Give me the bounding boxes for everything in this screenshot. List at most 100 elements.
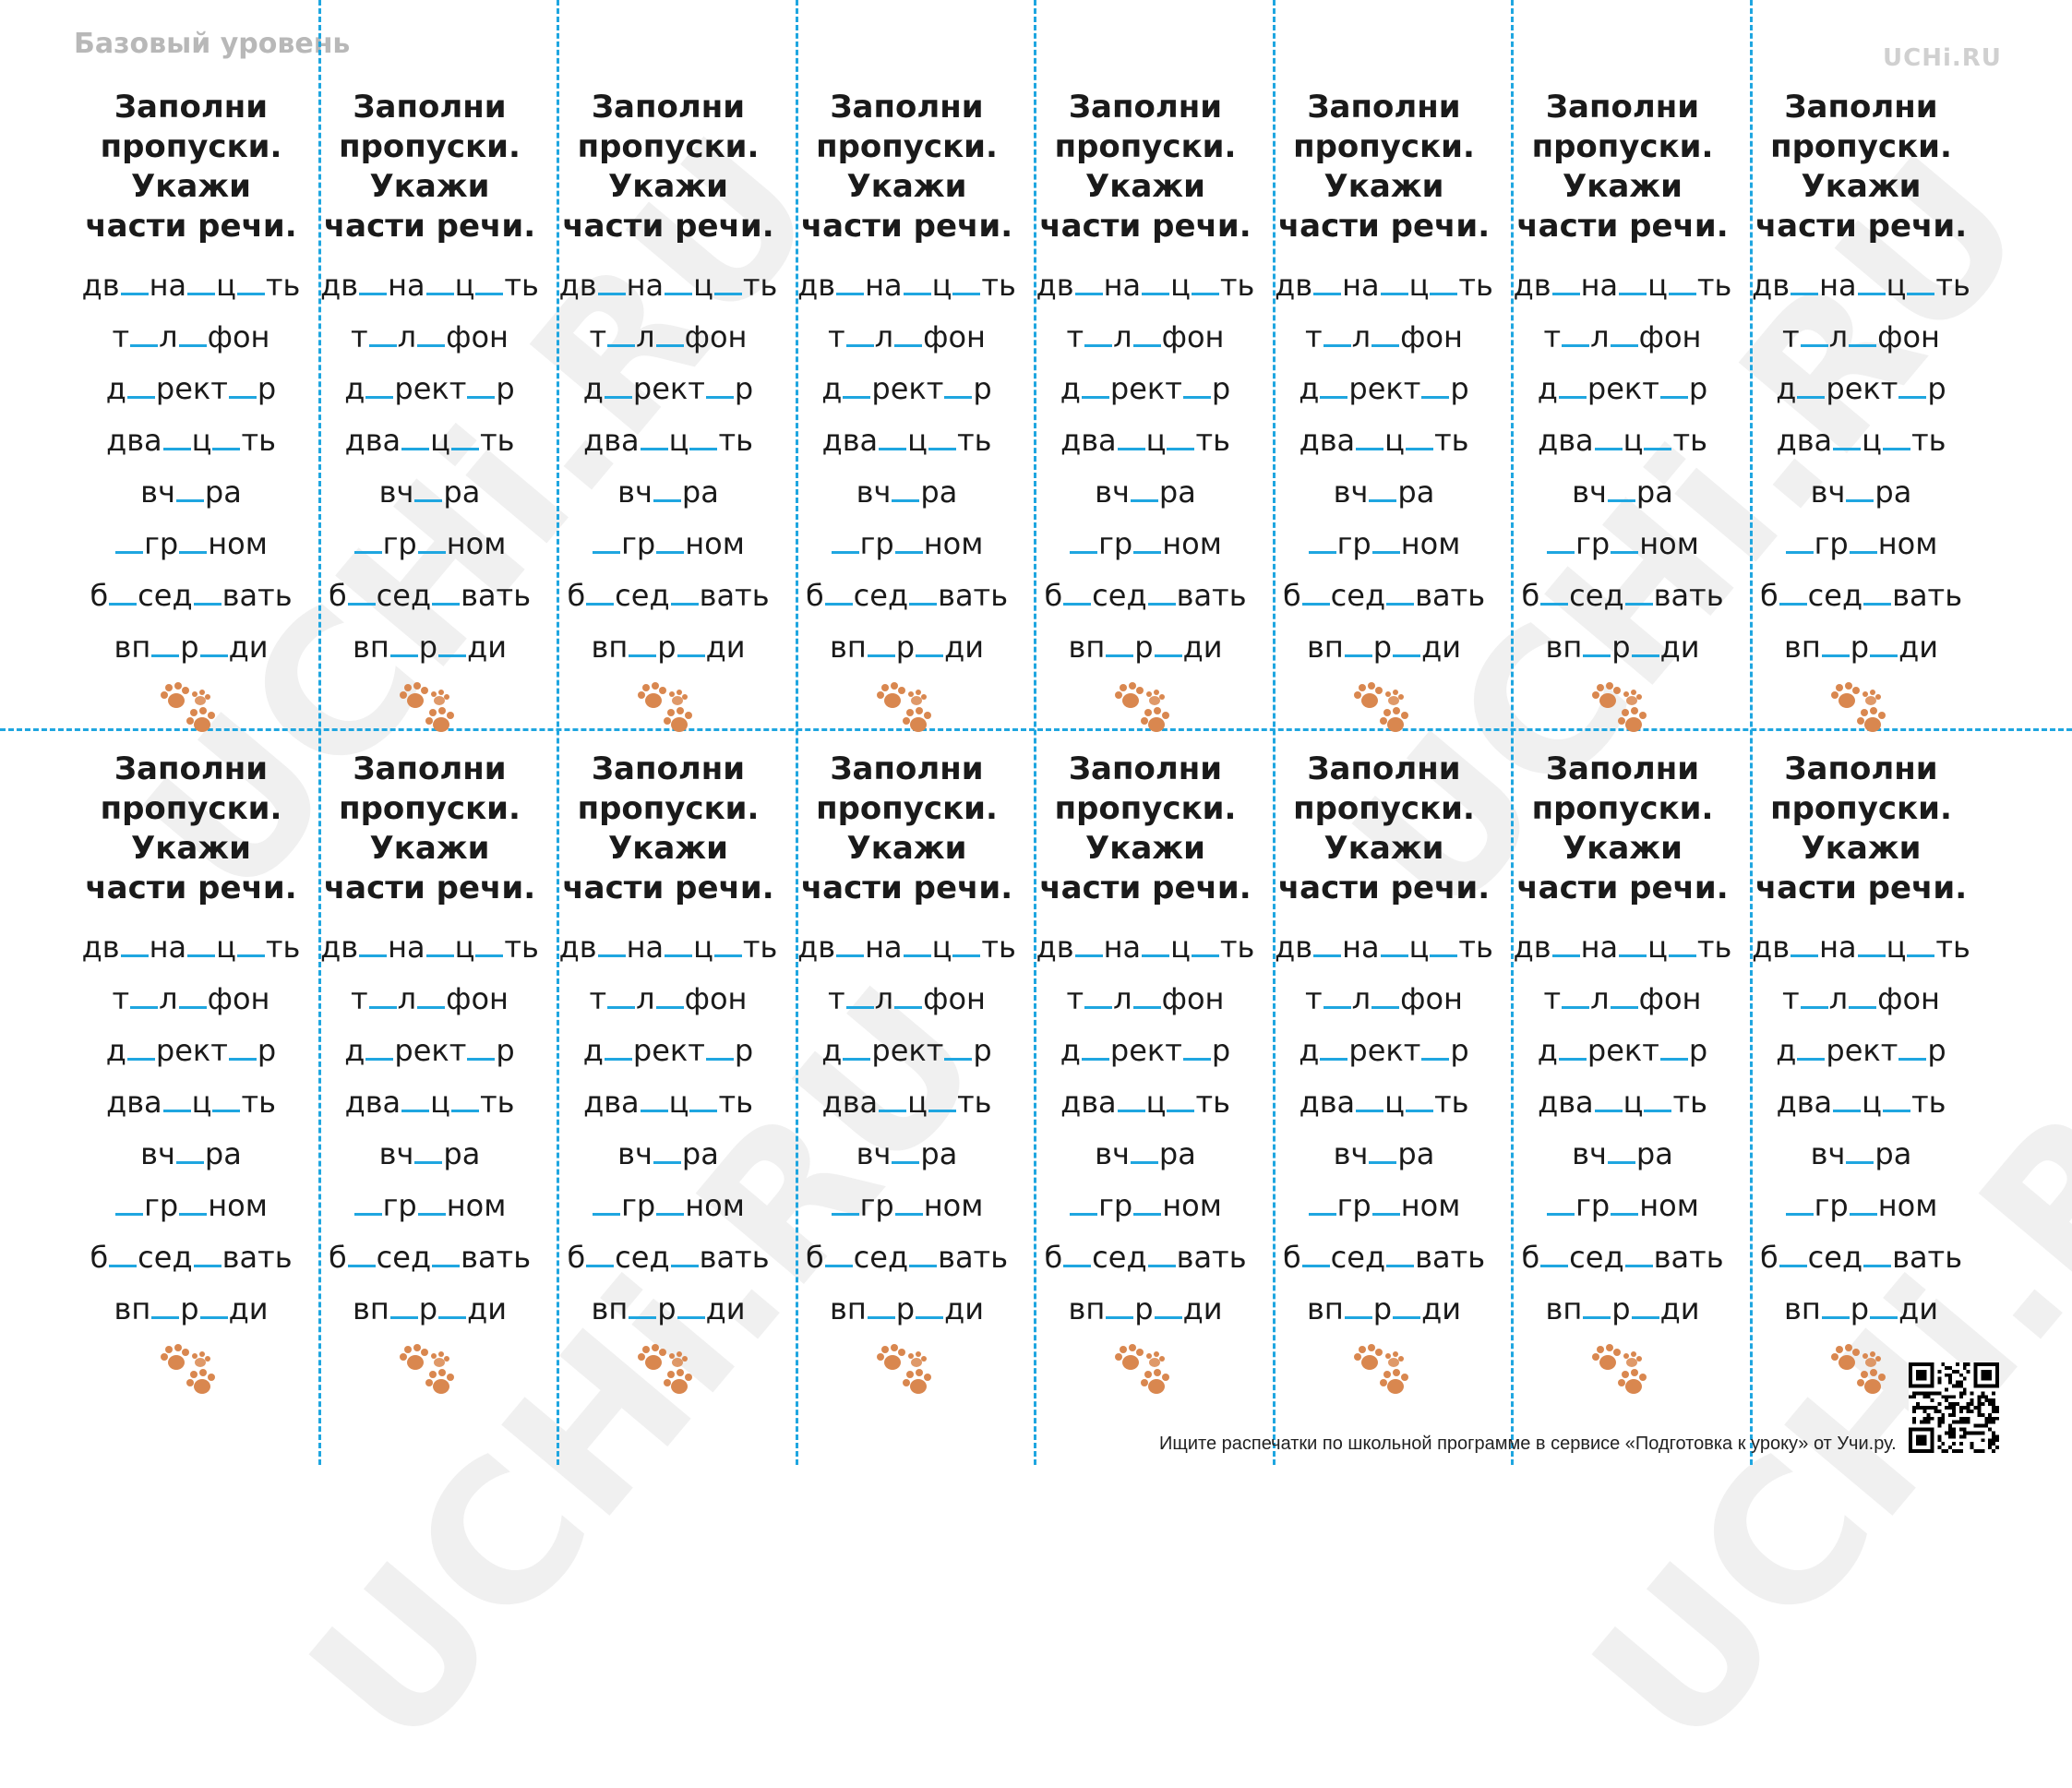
blank-line xyxy=(1547,1187,1575,1216)
blank-line xyxy=(1619,929,1647,957)
word-with-blanks: т л фон xyxy=(1512,973,1733,1025)
word-fragment: ди xyxy=(1659,1291,1700,1326)
word-fragment: вч xyxy=(1333,1136,1369,1171)
word-fragment: р xyxy=(734,371,754,406)
word-fragment: ть xyxy=(1935,930,1970,965)
word-fragment: д xyxy=(1299,371,1320,406)
word-fragment: ном xyxy=(1877,526,1938,561)
cut-line-vertical xyxy=(1750,0,1753,1465)
word-fragment: ном xyxy=(1877,1188,1938,1223)
word-fragment: рект xyxy=(155,1033,228,1068)
word-with-blanks: вч ра xyxy=(319,1128,541,1180)
word-fragment: т xyxy=(828,981,845,1016)
paw-prints-icon xyxy=(1830,1344,1886,1394)
word-fragment: сед xyxy=(1330,578,1386,613)
word-with-blanks: гр ном xyxy=(319,1180,541,1231)
word-fragment: д xyxy=(105,1033,126,1068)
word-fragment: на xyxy=(149,268,187,303)
word-fragment: на xyxy=(1103,268,1142,303)
blank-line xyxy=(653,1135,681,1164)
word-fragment: фон xyxy=(923,319,986,354)
word-fragment: д xyxy=(1299,1033,1320,1068)
word-with-blanks: вп р ди xyxy=(1512,621,1733,673)
blank-line xyxy=(1421,1032,1450,1061)
blank-line xyxy=(894,1187,923,1216)
word-fragment: на xyxy=(1819,268,1857,303)
word-fragment: вать xyxy=(1653,1240,1724,1275)
word-fragment: ра xyxy=(920,474,958,510)
word-with-blanks: д рект р xyxy=(1035,363,1256,414)
word-fragment: дв xyxy=(558,268,597,303)
word-list: дв на ц ть т л фон д рект р два ц ть вч ра гр ном б сед ват… xyxy=(1274,921,1495,1335)
word-fragment: ц xyxy=(454,268,475,303)
word-with-blanks: вч ра xyxy=(1274,1128,1495,1180)
blank-line xyxy=(389,629,418,657)
word-fragment: б xyxy=(328,1240,347,1275)
blank-line xyxy=(1540,577,1569,606)
word-with-blanks: вп р ди xyxy=(1274,621,1495,673)
blank-line xyxy=(1594,1084,1623,1112)
blank-line xyxy=(1308,1187,1336,1216)
word-fragment: на xyxy=(626,930,665,965)
blank-line xyxy=(1846,474,1874,502)
word-with-blanks: гр ном xyxy=(796,1180,1018,1231)
word-list: дв на ц ть т л фон д рект р два ц ть вч ра гр ном б сед ват… xyxy=(1035,921,1256,1335)
word-list: дв на ц ть т л фон д рект р два ц ть вч ра гр ном б сед ват… xyxy=(1512,921,1733,1335)
blank-line xyxy=(353,525,382,554)
blank-line xyxy=(892,1135,920,1164)
word-fragment: ть xyxy=(1458,930,1493,965)
blank-line xyxy=(1583,1290,1611,1319)
blank-line xyxy=(1393,1290,1421,1319)
blank-line xyxy=(1154,1290,1182,1319)
word-fragment: ть xyxy=(1195,423,1230,458)
worksheet-card: Заполни пропуски. Укажи части речи. дв на ц… xyxy=(80,750,302,1403)
word-fragment: л xyxy=(159,981,178,1016)
word-fragment: два xyxy=(1538,423,1594,458)
word-fragment: ть xyxy=(504,268,539,303)
blank-line xyxy=(1785,525,1814,554)
word-fragment: дв xyxy=(1513,268,1551,303)
word-fragment: ди xyxy=(944,1291,984,1326)
word-fragment: рект xyxy=(1109,1033,1182,1068)
word-fragment: ц xyxy=(454,930,475,965)
blank-line xyxy=(928,422,956,450)
word-fragment: р xyxy=(1611,630,1631,665)
word-fragment: сед xyxy=(138,578,193,613)
word-fragment: сед xyxy=(1807,578,1863,613)
word-fragment: ном xyxy=(1400,526,1461,561)
blank-line xyxy=(1882,1084,1910,1112)
word-fragment: на xyxy=(1342,930,1380,965)
worksheet-card: Заполни пропуски. Укажи части речи. дв на ц… xyxy=(1274,88,1495,741)
word-with-blanks: д рект р xyxy=(557,363,779,414)
word-with-blanks: два ц ть xyxy=(1751,1076,1972,1128)
word-fragment: л xyxy=(397,319,417,354)
word-fragment: ра xyxy=(1874,474,1912,510)
word-fragment: р xyxy=(1450,1033,1469,1068)
word-fragment: вать xyxy=(938,1240,1009,1275)
word-fragment: рект xyxy=(1587,1033,1659,1068)
blank-line xyxy=(425,267,454,295)
blank-line xyxy=(1870,1290,1898,1319)
blank-line xyxy=(1323,318,1351,347)
word-fragment: на xyxy=(1103,930,1142,965)
word-fragment: ном xyxy=(208,526,268,561)
blank-line xyxy=(1323,980,1351,1009)
blank-line xyxy=(665,929,693,957)
word-fragment: вп xyxy=(1545,630,1583,665)
word-fragment: рект xyxy=(1587,371,1659,406)
blank-line xyxy=(653,474,681,502)
word-fragment: ц xyxy=(1408,268,1430,303)
word-fragment: л xyxy=(874,981,894,1016)
blank-line xyxy=(1833,422,1862,450)
blank-line xyxy=(689,422,718,450)
blank-line xyxy=(909,1239,938,1267)
word-fragment: б xyxy=(1521,578,1540,613)
word-fragment: вать xyxy=(1176,578,1247,613)
word-fragment: ра xyxy=(1397,1136,1435,1171)
word-with-blanks: вп р ди xyxy=(557,621,779,673)
word-fragment: два xyxy=(1776,423,1833,458)
word-fragment: ть xyxy=(742,930,778,965)
blank-line xyxy=(909,577,938,606)
word-fragment: р xyxy=(1450,371,1469,406)
word-fragment: б xyxy=(805,578,824,613)
